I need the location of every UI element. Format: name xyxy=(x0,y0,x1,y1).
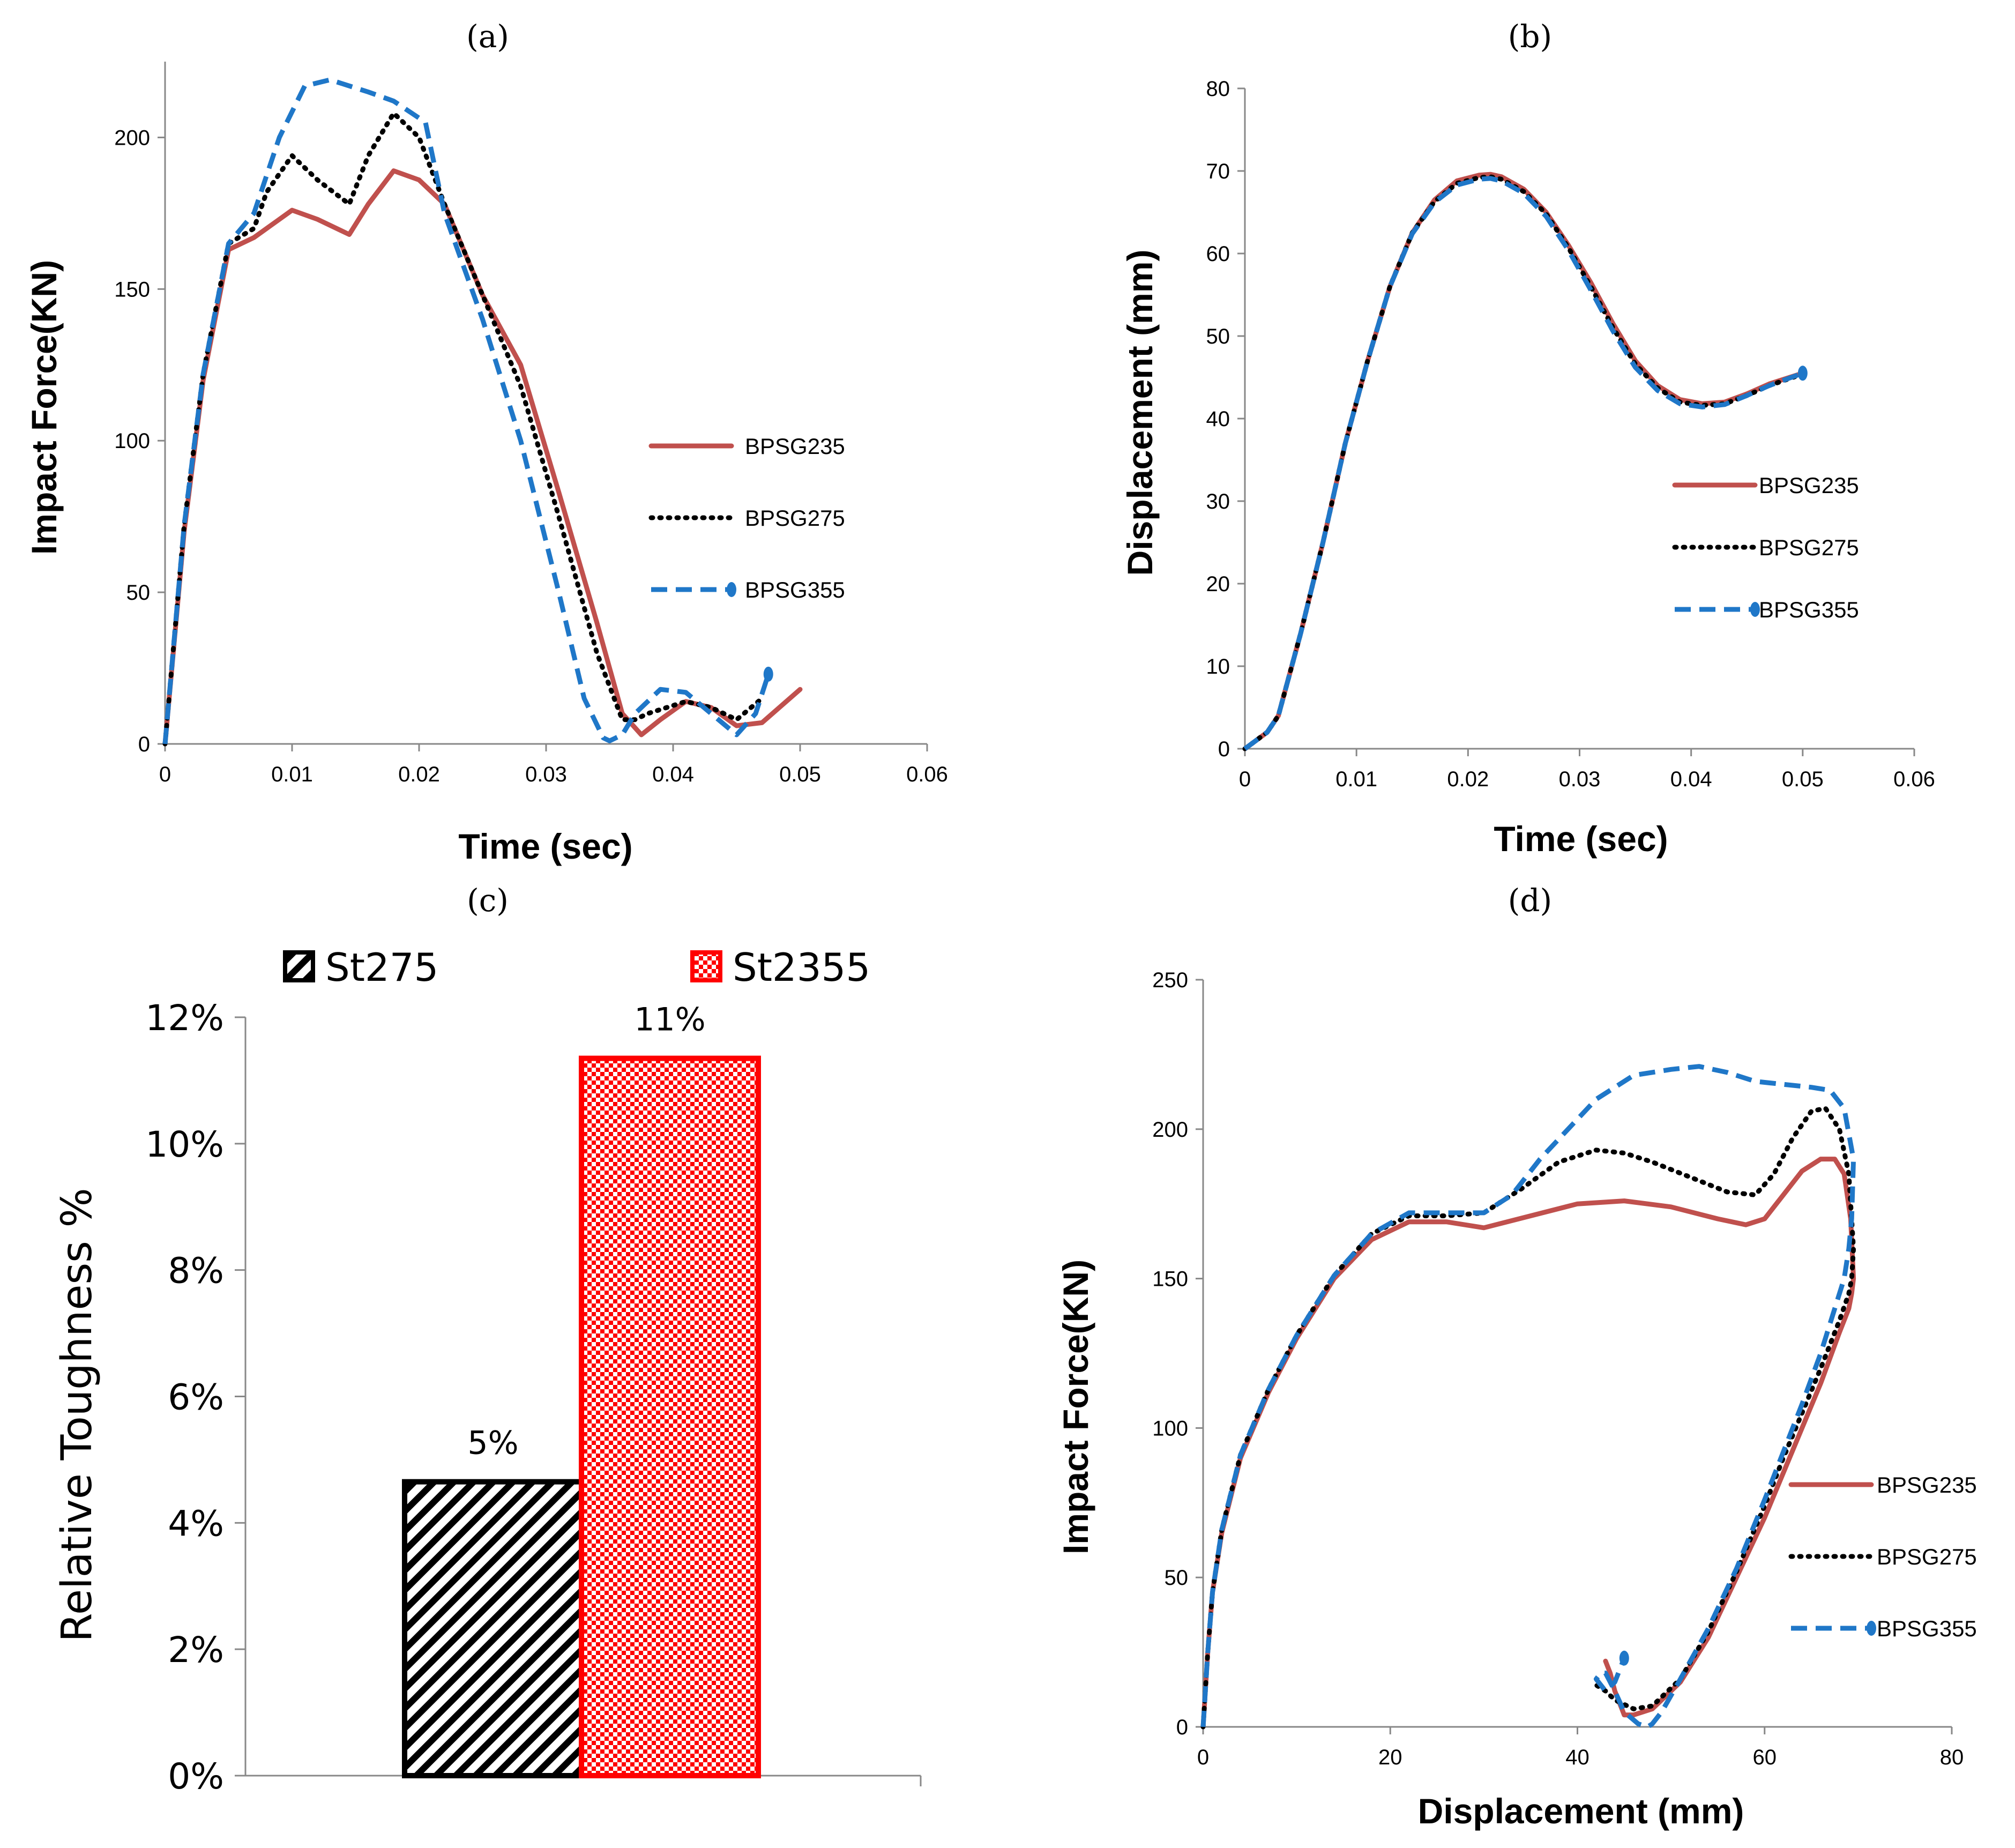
x-tick-label: 0.02 xyxy=(1447,767,1489,791)
y-tick-label: 150 xyxy=(1152,1268,1188,1291)
y-tick-label: 80 xyxy=(1206,77,1230,101)
x-tick-label: 0.03 xyxy=(1559,767,1601,791)
x-tick-label: 0 xyxy=(159,763,171,786)
y-tick-label: 50 xyxy=(1165,1566,1189,1590)
x-tick-label: 0.01 xyxy=(271,763,313,786)
panel-b-x-title: Time (sec) xyxy=(1494,819,1668,859)
series-line-bpsg275 xyxy=(162,110,765,747)
y-tick-label: 12% xyxy=(145,997,224,1039)
panel-c-y-title: Relative Toughness % xyxy=(53,1188,101,1642)
series-end-marker-bpsg355 xyxy=(763,666,773,682)
legend-label-bpsg235: BPSG235 xyxy=(1759,473,1859,498)
panel-d-x-title: Displacement (mm) xyxy=(1418,1791,1744,1831)
y-tick-label: 70 xyxy=(1206,160,1230,183)
x-tick-label: 60 xyxy=(1753,1746,1777,1769)
x-tick-label: 0.05 xyxy=(779,763,821,786)
y-tick-label: 2% xyxy=(168,1629,224,1671)
x-tick-label: 0.06 xyxy=(1893,767,1935,791)
y-tick-label: 0 xyxy=(138,733,150,756)
y-tick-label: 40 xyxy=(1206,407,1230,431)
x-tick-label: 0.04 xyxy=(652,763,694,786)
x-tick-label: 0.01 xyxy=(1335,767,1377,791)
bar-st275 xyxy=(402,1479,584,1778)
panel-a-y-title: Impact Force(KN) xyxy=(24,260,64,555)
panel-c-label: (c) xyxy=(467,882,509,919)
y-tick-label: 50 xyxy=(1206,325,1230,348)
legend-marker-bpsg355 xyxy=(1750,602,1760,617)
y-tick-label: 150 xyxy=(114,278,150,301)
panel-d: (d) Impact Force(KN) Displacement (mm) 0… xyxy=(1056,882,1977,1831)
legend-label-bpsg355: BPSG355 xyxy=(1759,597,1859,622)
y-tick-label: 100 xyxy=(1152,1417,1188,1440)
panel-a-label: (a) xyxy=(466,18,509,55)
x-tick-label: 0.04 xyxy=(1670,767,1712,791)
y-tick-label: 10% xyxy=(145,1124,224,1165)
panel-a: (a) Impact Force(KN) Time (sec) 0 0.01 0.0… xyxy=(24,18,948,866)
y-tick-label: 250 xyxy=(1152,968,1188,992)
panel-d-y-title: Impact Force(KN) xyxy=(1056,1260,1095,1554)
y-tick-label: 100 xyxy=(114,429,150,453)
y-tick-label: 20 xyxy=(1206,572,1230,596)
legend-label-st275: St275 xyxy=(325,945,438,990)
panel-b-y-title: Displacement (mm) xyxy=(1120,250,1160,576)
x-tick-label: 0.05 xyxy=(1782,767,1824,791)
y-tick-label: 10 xyxy=(1206,655,1230,679)
x-tick-label: 40 xyxy=(1565,1746,1589,1769)
panel-c: (c) Relative Toughness % 0% 2% 4% 6% 8% 10% 12… xyxy=(53,882,922,1797)
panel-d-label: (d) xyxy=(1508,882,1552,919)
x-tick-label: 0.02 xyxy=(398,763,440,786)
bar-data-label-st275: 5% xyxy=(467,1425,518,1462)
bar-data-label-st2355: 11% xyxy=(634,1001,705,1039)
legend-label-st2355: St2355 xyxy=(733,945,870,990)
legend-label-bpsg355: BPSG355 xyxy=(745,577,845,602)
series-end-marker-bpsg355 xyxy=(1797,366,1808,381)
panel-b-label: (b) xyxy=(1508,18,1552,55)
legend-label-bpsg355: BPSG355 xyxy=(1877,1616,1977,1641)
y-tick-label: 0% xyxy=(168,1756,224,1797)
legend-swatch-st2355 xyxy=(690,950,722,982)
y-tick-label: 200 xyxy=(1152,1118,1188,1142)
x-tick-label: 0 xyxy=(1197,1746,1209,1769)
y-tick-label: 30 xyxy=(1206,490,1230,513)
legend-label-bpsg275: BPSG275 xyxy=(745,505,845,531)
y-tick-label: 0 xyxy=(1218,737,1230,761)
legend-label-bpsg235: BPSG235 xyxy=(1877,1472,1977,1497)
series-end-marker-bpsg355 xyxy=(1619,1650,1629,1666)
x-tick-label: 20 xyxy=(1378,1746,1402,1769)
y-tick-label: 4% xyxy=(168,1503,224,1544)
y-tick-label: 0 xyxy=(1176,1716,1188,1739)
panel-b: (b) Displacement (mm) Time (sec) 0 0.01 0.… xyxy=(1120,18,1935,859)
series-line-bpsg355 xyxy=(1200,1064,1856,1730)
panel-a-x-title: Time (sec) xyxy=(458,826,632,866)
y-tick-label: 200 xyxy=(114,126,150,150)
x-tick-label: 0.03 xyxy=(525,763,567,786)
y-tick-label: 60 xyxy=(1206,242,1230,266)
y-tick-label: 8% xyxy=(168,1250,224,1292)
legend-marker-bpsg355 xyxy=(1867,1621,1876,1636)
legend-marker-bpsg355 xyxy=(727,582,736,597)
legend-label-bpsg275: BPSG275 xyxy=(1877,1544,1977,1569)
legend-label-bpsg235: BPSG235 xyxy=(745,434,845,459)
legend-swatch-st275 xyxy=(283,950,315,982)
legend-label-bpsg275: BPSG275 xyxy=(1759,535,1859,560)
y-tick-label: 50 xyxy=(126,581,151,605)
x-tick-label: 0.06 xyxy=(906,763,948,786)
series-line-bpsg355 xyxy=(1243,176,1804,751)
bar-st2355 xyxy=(579,1055,761,1778)
x-tick-label: 0 xyxy=(1239,767,1251,791)
x-tick-label: 80 xyxy=(1940,1746,1964,1769)
series-line-bpsg355 xyxy=(162,77,771,744)
y-tick-label: 6% xyxy=(168,1377,224,1418)
